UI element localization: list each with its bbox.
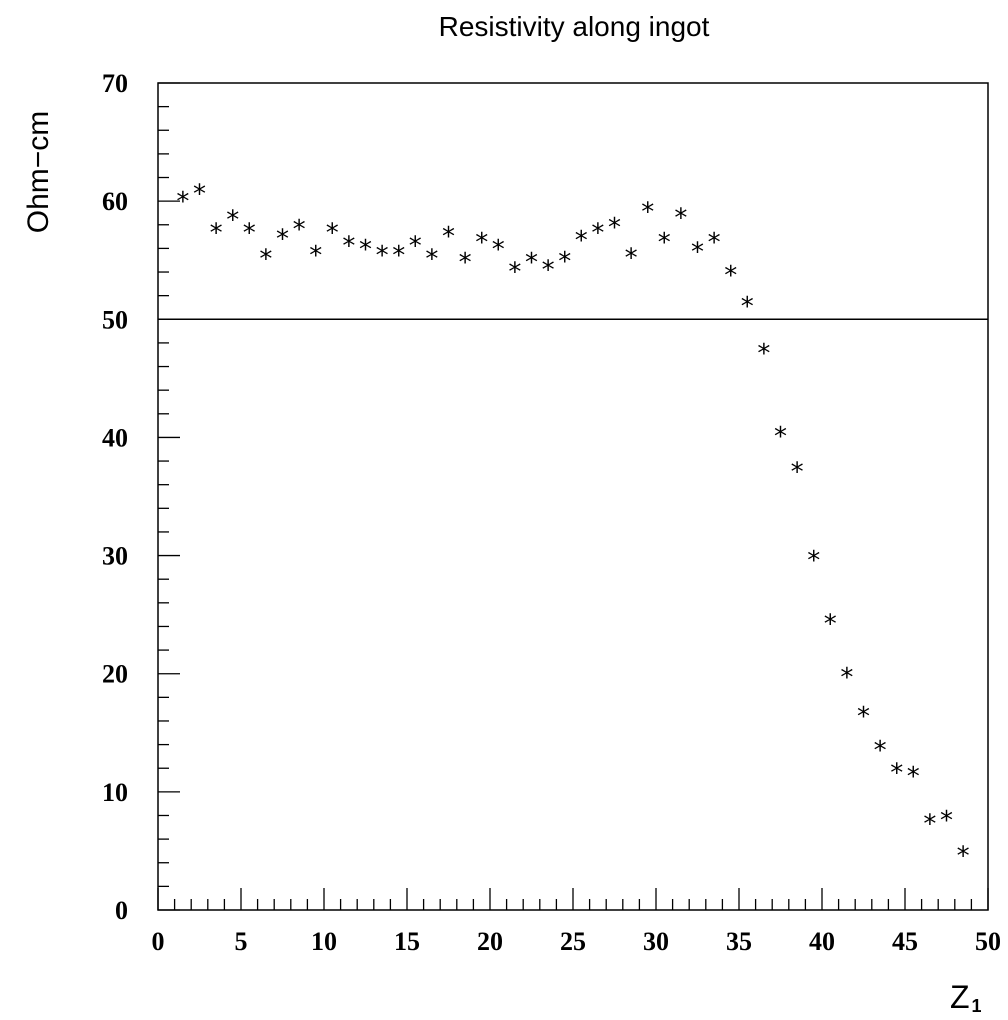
- y-tick-label: 20: [102, 660, 128, 689]
- x-tick-label: 0: [152, 927, 165, 956]
- data-point: *: [874, 736, 887, 766]
- data-point: *: [525, 248, 538, 278]
- axis-ticks: [157, 82, 989, 911]
- data-point: *: [890, 759, 903, 789]
- data-point: *: [708, 228, 721, 258]
- x-tick-label: 15: [394, 927, 420, 956]
- data-point: *: [326, 219, 339, 249]
- data-point: *: [625, 243, 638, 273]
- data-point: *: [824, 610, 837, 640]
- data-point: *: [508, 258, 521, 288]
- y-tick-label: 10: [102, 778, 128, 807]
- data-point: *: [475, 228, 488, 258]
- data-point: *: [757, 339, 770, 369]
- data-point: *: [923, 809, 936, 839]
- data-point: *: [342, 232, 355, 262]
- data-points: * ** * *** *** * * * * * **** ** * * ** * ****** ********…: [176, 180, 969, 872]
- data-point: *: [193, 180, 206, 210]
- plot-frame: [157, 82, 989, 911]
- x-tick-label: 30: [643, 927, 669, 956]
- data-point: *: [243, 219, 256, 249]
- data-point: *: [259, 245, 272, 275]
- data-point: *: [791, 457, 804, 487]
- data-point: *: [575, 226, 588, 256]
- data-point: *: [840, 663, 853, 693]
- x-axis-label-subscript: 1: [972, 996, 982, 1016]
- x-tick-label: 45: [892, 927, 918, 956]
- data-point: *: [907, 762, 920, 792]
- x-axis-label-main: Z: [950, 979, 970, 1015]
- y-tick-label: 60: [102, 187, 128, 216]
- data-point: *: [641, 197, 654, 227]
- y-tick-label: 50: [102, 305, 128, 334]
- data-point: *: [293, 215, 306, 245]
- data-point: *: [409, 232, 422, 262]
- data-point: *: [309, 241, 322, 271]
- data-point: *: [276, 225, 289, 255]
- data-point: *: [542, 255, 555, 285]
- data-point: *: [957, 841, 970, 871]
- y-tick-label: 0: [115, 896, 128, 925]
- data-point: *: [359, 235, 372, 265]
- data-point: *: [459, 248, 472, 278]
- data-point: *: [176, 187, 189, 217]
- data-point: *: [210, 219, 223, 249]
- x-tick-label: 20: [477, 927, 503, 956]
- data-point: *: [376, 241, 389, 271]
- data-point: *: [492, 235, 505, 265]
- x-tick-label: 35: [726, 927, 752, 956]
- data-point: *: [857, 702, 870, 732]
- data-point: *: [674, 203, 687, 233]
- axis-tick-labels: 0 5 10 15 20 25 30 35 40 45 50 0 10 20 30 40 50 60 70: [102, 69, 1001, 956]
- y-axis-label: Ohm−cm: [22, 111, 55, 234]
- data-point: *: [226, 206, 239, 236]
- data-point: *: [940, 806, 953, 836]
- x-tick-label: 5: [235, 927, 248, 956]
- data-point: *: [591, 219, 604, 249]
- data-point: *: [442, 222, 455, 252]
- chart-title: Resistivity along ingot: [439, 11, 710, 42]
- data-point: *: [425, 245, 438, 275]
- y-tick-label: 30: [102, 542, 128, 571]
- data-point: *: [608, 213, 621, 243]
- data-point: *: [774, 422, 787, 452]
- data-point: *: [807, 546, 820, 576]
- y-tick-label: 70: [102, 69, 128, 98]
- data-point: *: [658, 228, 671, 258]
- y-tick-label: 40: [102, 423, 128, 452]
- x-tick-label: 10: [311, 927, 337, 956]
- data-point: *: [392, 241, 405, 271]
- x-tick-label: 25: [560, 927, 586, 956]
- data-point: *: [741, 292, 754, 322]
- x-tick-label: 40: [809, 927, 835, 956]
- data-point: *: [558, 247, 571, 277]
- x-tick-label: 50: [975, 927, 1001, 956]
- data-point: *: [724, 261, 737, 291]
- data-point: *: [691, 238, 704, 268]
